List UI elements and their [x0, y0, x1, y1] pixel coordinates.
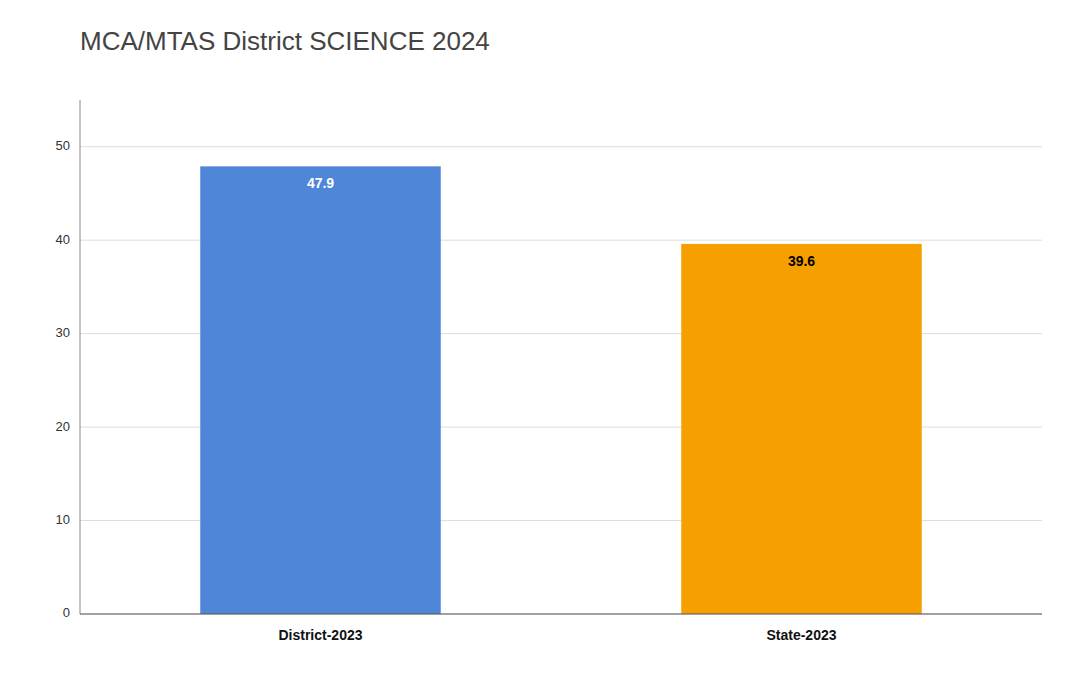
grid-line — [80, 614, 1042, 615]
y-tick-label: 10 — [56, 512, 70, 527]
grid-line — [80, 146, 1042, 147]
y-tick-label: 50 — [56, 138, 70, 153]
data-labels: 47.9 39.6 — [307, 175, 815, 269]
bars — [200, 166, 922, 614]
y-axis-line — [80, 100, 81, 614]
data-label: 39.6 — [788, 253, 815, 269]
y-tick-label: 20 — [56, 419, 70, 434]
x-axis-line — [80, 614, 1042, 615]
chart-container: MCA/MTAS District SCIENCE 2024 0 10 20 30 40 5… — [0, 0, 1092, 684]
bar — [200, 166, 441, 614]
y-tick-label: 30 — [56, 325, 70, 340]
y-tick-label: 0 — [63, 605, 70, 620]
y-tick-label: 40 — [56, 232, 70, 247]
bar — [681, 244, 922, 614]
chart-svg: MCA/MTAS District SCIENCE 2024 0 10 20 30 40 5… — [0, 0, 1092, 684]
grid — [80, 147, 1042, 614]
data-label: 47.9 — [307, 175, 334, 191]
chart-title: MCA/MTAS District SCIENCE 2024 — [80, 26, 490, 56]
x-tick-label: State-2023 — [766, 627, 836, 643]
x-tick-label: District-2023 — [278, 627, 362, 643]
